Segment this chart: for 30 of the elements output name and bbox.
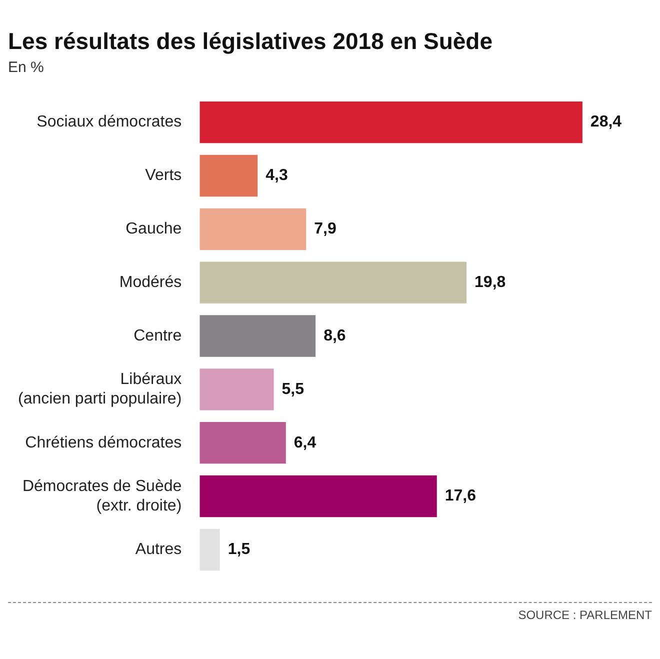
- y-tick-label: Modérés: [119, 274, 182, 291]
- bar: [200, 422, 286, 464]
- bar: [200, 154, 258, 197]
- bar: [200, 262, 467, 304]
- chart-title: Les résultats des législatives 2018 en Suède: [8, 28, 494, 55]
- data-label: 17,6: [444, 488, 476, 505]
- y-tick-label: Centre: [134, 327, 182, 344]
- bar: [200, 528, 220, 571]
- data-label: 7,9: [314, 220, 336, 238]
- data-label: 4,3: [266, 167, 288, 184]
- data-label: 8,6: [324, 327, 346, 344]
- data-label: 19,8: [474, 274, 506, 291]
- bar: [200, 208, 306, 250]
- y-tick-label: Sociaux démocrates: [36, 114, 182, 131]
- y-tick-label: Libéraux (ancien parti populaire): [18, 371, 182, 408]
- y-tick-label: Autres: [135, 541, 182, 558]
- data-label: 5,5: [282, 380, 304, 398]
- source-note: SOURCE : PARLEMENT: [8, 602, 652, 622]
- bar: [200, 315, 316, 357]
- y-tick-label: Gauche: [126, 220, 182, 238]
- bar: [200, 368, 274, 410]
- bar: [200, 475, 437, 518]
- text: En %: [8, 59, 45, 76]
- y-tick-label: Verts: [145, 167, 182, 184]
- y-tick-label: Démocrates de Suède (extr. droite): [22, 478, 182, 514]
- data-label: 6,4: [294, 434, 316, 452]
- bar: [200, 101, 582, 144]
- data-label: 1,5: [228, 541, 250, 558]
- y-tick-label: Chrétiens démocrates: [25, 434, 182, 452]
- data-label: 28,4: [590, 114, 622, 131]
